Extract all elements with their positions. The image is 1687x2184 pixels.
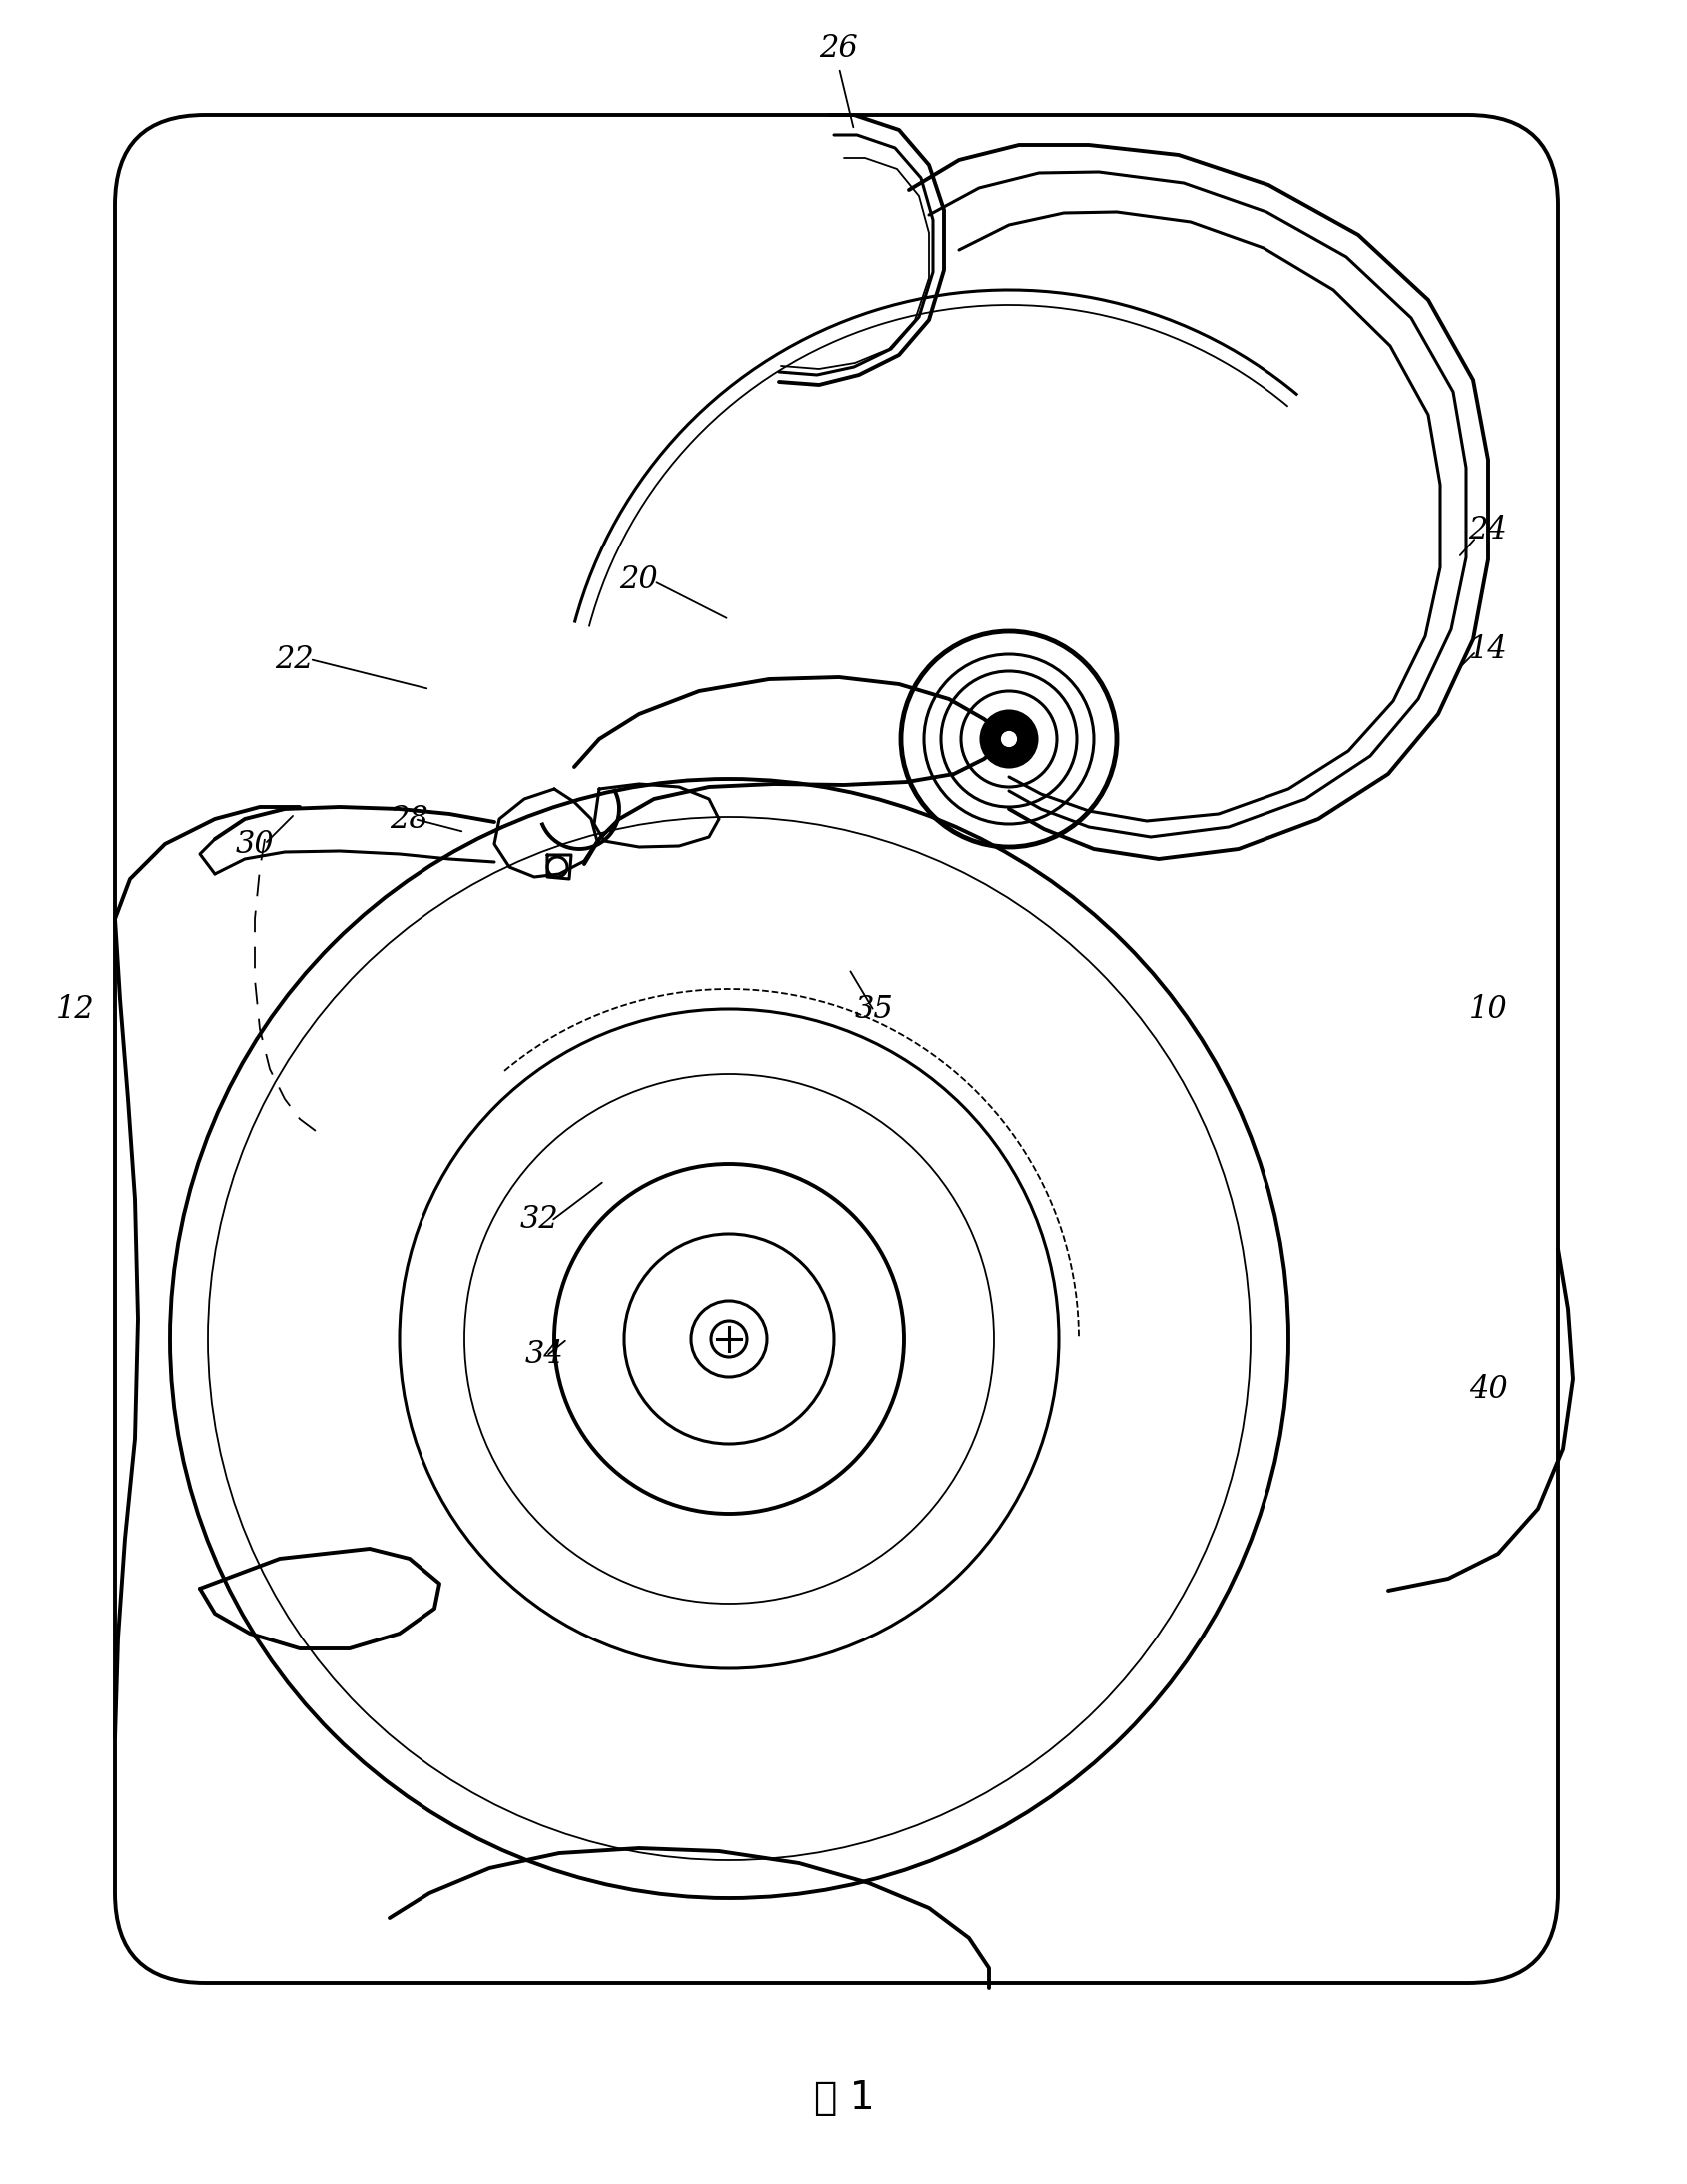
Text: 12: 12: [56, 994, 94, 1024]
Text: 14: 14: [1468, 633, 1506, 664]
Polygon shape: [547, 856, 570, 880]
FancyBboxPatch shape: [115, 116, 1557, 1983]
Text: 35: 35: [854, 994, 892, 1024]
Polygon shape: [594, 784, 719, 847]
Circle shape: [980, 712, 1036, 767]
Text: 图 1: 图 1: [813, 2079, 874, 2116]
Text: 40: 40: [1468, 1374, 1506, 1404]
Text: 34: 34: [525, 1339, 563, 1369]
Text: 28: 28: [390, 804, 428, 834]
Text: 24: 24: [1468, 513, 1506, 546]
Polygon shape: [494, 788, 597, 878]
Text: 20: 20: [619, 563, 658, 594]
Text: 26: 26: [820, 33, 859, 63]
Text: 30: 30: [234, 828, 273, 860]
Text: 32: 32: [520, 1203, 558, 1234]
Circle shape: [999, 729, 1017, 749]
Text: 10: 10: [1468, 994, 1506, 1024]
Text: 22: 22: [275, 644, 314, 675]
